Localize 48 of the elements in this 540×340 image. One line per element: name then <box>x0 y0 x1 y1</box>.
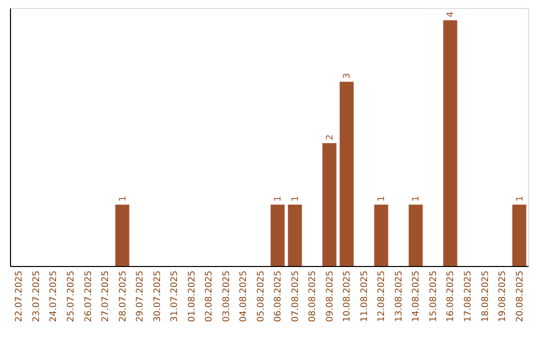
data-label: 1 <box>118 196 128 202</box>
bar <box>340 82 354 266</box>
x-tick-label: 12.08.2025 <box>377 270 388 322</box>
x-tick-label: 01.08.2025 <box>187 270 198 322</box>
x-tick-label: 19.08.2025 <box>498 270 508 322</box>
x-tick-label: 17.08.2025 <box>464 270 474 322</box>
data-label: 1 <box>377 196 388 202</box>
x-tick-label: 08.08.2025 <box>308 270 318 322</box>
bar <box>270 204 285 266</box>
x-tick-label: 11.08.2025 <box>360 270 370 322</box>
data-label: 2 <box>325 134 336 140</box>
data-label: 1 <box>290 196 301 202</box>
x-tick-label: 16.08.2025 <box>446 270 456 322</box>
x-tick-label: 02.08.2025 <box>204 270 215 322</box>
bar <box>512 204 526 266</box>
x-tick-label: 13.08.2025 <box>394 270 404 322</box>
bar <box>408 204 423 266</box>
bar <box>374 204 388 266</box>
x-tick-label: 29.07.2025 <box>136 270 146 322</box>
x-tick-label: 07.08.2025 <box>290 270 301 322</box>
x-tick-label: 05.08.2025 <box>256 270 266 322</box>
x-tick-label: 14.08.2025 <box>412 270 422 322</box>
x-tick-label: 23.07.2025 <box>32 270 42 322</box>
x-tick-label: 10.08.2025 <box>342 270 353 322</box>
bar <box>288 204 302 266</box>
data-label: 1 <box>274 196 284 202</box>
bar <box>443 20 458 266</box>
x-tick-label: 20.08.2025 <box>515 270 526 322</box>
x-tick-label: 26.07.2025 <box>84 270 94 322</box>
data-label: 1 <box>515 196 526 202</box>
x-tick-label: 03.08.2025 <box>222 270 232 322</box>
data-label: 3 <box>342 72 353 79</box>
x-tick-label: 15.08.2025 <box>428 270 439 322</box>
x-tick-label: 18.08.2025 <box>480 270 491 322</box>
x-tick-label: 28.07.2025 <box>118 270 128 322</box>
x-tick-label: 30.07.2025 <box>152 270 163 322</box>
x-tick-label: 27.07.2025 <box>101 270 112 322</box>
x-tick-label: 06.08.2025 <box>274 270 284 322</box>
x-tick-label: 25.07.2025 <box>66 270 76 322</box>
data-label: 4 <box>446 11 456 18</box>
bar <box>115 204 130 266</box>
bar <box>322 143 336 266</box>
data-label: 1 <box>412 196 422 202</box>
x-tick-label: 09.08.2025 <box>325 270 336 322</box>
x-tick-label: 22.07.2025 <box>14 270 25 322</box>
x-tick-label: 04.08.2025 <box>239 270 250 322</box>
x-tick-label: 24.07.2025 <box>49 270 60 322</box>
x-tick-label: 31.07.2025 <box>170 270 180 322</box>
